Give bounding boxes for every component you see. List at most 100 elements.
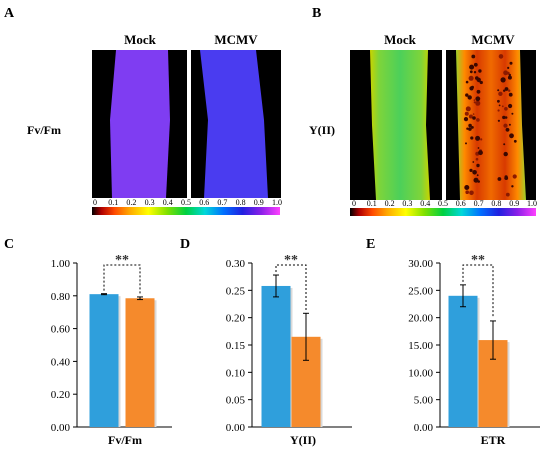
lesion-spot bbox=[465, 93, 469, 97]
x-axis-label: Fv/Fm bbox=[108, 433, 142, 447]
colorbar-tick: 0.4 bbox=[420, 199, 430, 208]
lesion-spot bbox=[508, 89, 511, 92]
lesion-spot bbox=[511, 185, 514, 188]
panel-letter-d: D bbox=[180, 237, 190, 252]
lesion-spot bbox=[466, 127, 469, 130]
lesion-spot bbox=[503, 89, 506, 92]
yii-mcmv-lesions bbox=[463, 54, 517, 197]
lesion-spot bbox=[512, 174, 517, 179]
colorbar-a bbox=[92, 207, 280, 215]
lesion-spot bbox=[471, 126, 474, 129]
lesion-spot bbox=[500, 77, 506, 83]
lesion-spot bbox=[498, 54, 504, 59]
lesion-spot bbox=[472, 170, 477, 175]
colorbar-tick: 0.4 bbox=[163, 198, 173, 207]
lesion-spot bbox=[508, 103, 513, 109]
panel-letter-e: E bbox=[366, 237, 375, 252]
y-tick-label: 10.00 bbox=[408, 367, 433, 379]
fvfm-mcmv-leaf bbox=[200, 50, 268, 198]
lesion-spot bbox=[509, 133, 514, 139]
lesion-spot bbox=[469, 64, 475, 70]
bar-mcmv bbox=[125, 298, 155, 427]
lesion-spot bbox=[511, 112, 514, 115]
colorbar-tick: 0.9 bbox=[509, 199, 519, 208]
lesion-spot bbox=[478, 69, 482, 73]
lesion-spot bbox=[473, 71, 477, 74]
lesion-spot bbox=[477, 147, 480, 149]
bar-mock bbox=[261, 285, 291, 427]
lesion-spot bbox=[509, 61, 513, 65]
colorbar-tick: 0 bbox=[93, 198, 97, 207]
y-tick-label: 1.00 bbox=[51, 258, 71, 270]
y-tick-label: 5.00 bbox=[414, 395, 434, 407]
colorbar-b bbox=[350, 208, 536, 216]
lesion-spot bbox=[497, 119, 500, 122]
lesion-spot bbox=[464, 185, 470, 190]
significance-bracket bbox=[103, 264, 141, 294]
y-tick-label: 0.20 bbox=[226, 313, 246, 325]
panel-letter-b: B bbox=[312, 6, 321, 21]
panel-letter-c: C bbox=[4, 237, 14, 252]
lesion-spot bbox=[467, 95, 472, 100]
colorbar-tick: 1.0 bbox=[527, 199, 537, 208]
lesion-spot bbox=[503, 70, 508, 76]
lesion-spot bbox=[497, 89, 500, 92]
colorbar-tick: 0.7 bbox=[217, 198, 227, 207]
lesion-spot bbox=[475, 157, 479, 161]
lesion-spot bbox=[498, 104, 501, 107]
header-mcmv-b: MCMV bbox=[471, 32, 515, 47]
lesion-spot bbox=[473, 99, 476, 101]
lesion-spot bbox=[503, 151, 508, 157]
lesion-spot bbox=[507, 75, 512, 80]
significance-bracket bbox=[462, 264, 494, 318]
colorbar-tick: 0.9 bbox=[254, 198, 264, 207]
colorbar-tick: 0.6 bbox=[199, 198, 209, 207]
y-tick-label: 15.00 bbox=[408, 340, 433, 352]
lesion-spot bbox=[469, 86, 474, 91]
lesion-spot bbox=[473, 62, 478, 67]
lesion-spot bbox=[497, 177, 502, 181]
lesion-spot bbox=[468, 123, 472, 128]
row-label-fvfm: Fv/Fm bbox=[27, 123, 61, 137]
lesion-spot bbox=[465, 142, 467, 145]
y-tick-label: 0.00 bbox=[51, 422, 71, 434]
colorbar-ticks-b: 0 0.1 0.2 0.3 0.4 0.5 0.6 0.7 0.8 0.9 1.0 bbox=[352, 199, 537, 208]
lesion-spot bbox=[504, 175, 508, 179]
lesion-spot bbox=[476, 118, 480, 122]
lesion-spot bbox=[472, 113, 475, 115]
y-tick-label: 0.10 bbox=[226, 367, 246, 379]
lesion-spot bbox=[469, 70, 473, 74]
y-tick-label: 0.05 bbox=[226, 395, 246, 407]
lesion-spot bbox=[476, 163, 480, 168]
colorbar-tick: 0.2 bbox=[385, 199, 395, 208]
colorbar-tick: 0.1 bbox=[108, 198, 118, 207]
lesion-spot bbox=[497, 109, 500, 112]
lesion-spot bbox=[503, 143, 506, 146]
lesion-spot bbox=[475, 96, 481, 102]
y-tick-label: 0.00 bbox=[414, 422, 434, 434]
x-axis-label: ETR bbox=[481, 433, 506, 447]
colorbar-ticks-a: 0 0.1 0.2 0.3 0.4 0.5 0.6 0.7 0.8 0.9 1.0 bbox=[93, 198, 282, 207]
lesion-spot bbox=[465, 190, 470, 194]
chart-d-yii: 0.00 0.05 0.10 0.15 0.20 0.25 0.30 ** Y(II) bbox=[226, 253, 352, 447]
significance-label: ** bbox=[284, 253, 298, 268]
lesion-spot bbox=[469, 168, 473, 172]
lesion-spot bbox=[465, 106, 471, 112]
lesion-spot bbox=[508, 123, 511, 126]
significance-label: ** bbox=[471, 253, 485, 268]
y-tick-label: 0.80 bbox=[51, 291, 71, 303]
lesion-spot bbox=[472, 116, 476, 120]
lesion-spot bbox=[476, 89, 481, 94]
y-tick-label: 30.00 bbox=[408, 258, 433, 270]
y-tick-label: 20.00 bbox=[408, 313, 433, 325]
panel-letter-a: A bbox=[4, 6, 15, 21]
y-tick-label: 0.40 bbox=[51, 356, 71, 368]
colorbar-tick: 0.3 bbox=[145, 198, 155, 207]
lesion-spot bbox=[504, 116, 508, 119]
header-mock-b: Mock bbox=[384, 32, 417, 47]
lesion-spot bbox=[513, 139, 517, 143]
colorbar-tick: 0.3 bbox=[402, 199, 412, 208]
lesion-spot bbox=[471, 54, 476, 59]
colorbar-tick: 0.5 bbox=[438, 199, 448, 208]
lesion-spot bbox=[468, 114, 473, 119]
